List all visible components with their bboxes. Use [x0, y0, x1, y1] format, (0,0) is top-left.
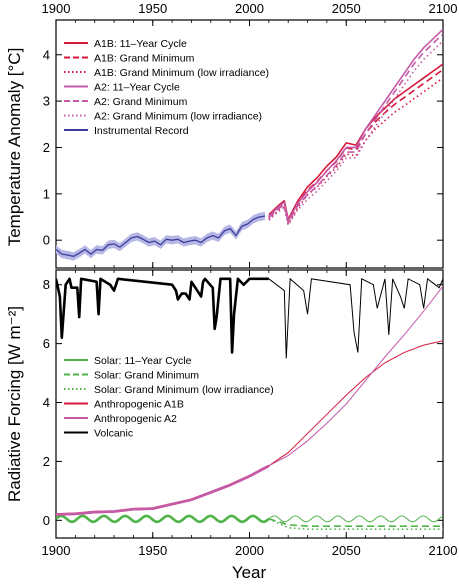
temperature-legend: A1B: 11–Year Cycle A1B: Grand Minimum A1B:…: [64, 38, 269, 137]
y-tick-label: 2: [43, 140, 50, 155]
y-tick-label: 6: [43, 336, 50, 351]
y-tick-label: 3: [43, 94, 50, 109]
instrumental-uncertainty-band: [56, 211, 265, 261]
series-line-5: [56, 277, 269, 354]
series-line-6: [56, 215, 266, 258]
series-line-1: [268, 518, 443, 528]
year-x-axis-label: Year: [232, 563, 267, 582]
forcing-series: [56, 277, 443, 530]
legend-label: A1B: Grand Minimum (low irradiance): [94, 67, 269, 79]
legend-label: Anthropogenic A1B: [94, 398, 184, 410]
legend-label: A2: Grand Minimum: [94, 96, 188, 108]
series-line-4-projection: [268, 285, 443, 467]
temperature-axis-ticks: 1900 1950 2000 2050 2100 0 1 2 3 4: [42, 1, 458, 268]
series-line-1: [268, 68, 443, 222]
x-tick-label: 2100: [429, 1, 458, 16]
temperature-y-axis-label: Temperature Anomaly [°C]: [5, 48, 24, 247]
forcing-y-axis-label: Radiative Forcing [W m⁻²]: [5, 306, 24, 502]
series-line-2: [268, 518, 443, 530]
y-tick-label: 0: [43, 513, 50, 528]
x-tick-label: 2100: [429, 543, 458, 558]
forcing-axis-ticks: 1900 1950 2000 2050 2100 0 2 4 6 8: [42, 270, 458, 558]
y-tick-label: 1: [43, 186, 50, 201]
x-tick-label: 2050: [332, 543, 361, 558]
x-tick-label: 1900: [42, 1, 71, 16]
x-tick-label: 2000: [235, 543, 264, 558]
legend-label: A2: 11–Year Cycle: [94, 81, 180, 93]
legend-label: Anthropogenic A2: [94, 413, 177, 425]
legend-label: Solar: Grand Minimum (low irradiance): [94, 384, 274, 396]
series-line-5: [268, 40, 443, 227]
series-line-solar-cycle: [56, 514, 270, 524]
y-tick-label: 4: [43, 47, 50, 62]
series-line-3: [268, 28, 443, 222]
x-tick-label: 1950: [138, 543, 167, 558]
x-tick-label: 2050: [332, 1, 361, 16]
series-line-solar-cycle-projection: [268, 515, 443, 523]
series-line-3-projection: [268, 340, 443, 467]
x-tick-label: 1950: [138, 1, 167, 16]
y-tick-label: 8: [43, 277, 50, 292]
x-tick-label: 2000: [235, 1, 264, 16]
series-line-4: [268, 33, 443, 224]
x-tick-label: 1900: [42, 543, 71, 558]
legend-label: Solar: 11–Year Cycle: [94, 355, 192, 367]
y-tick-label: 2: [43, 454, 50, 469]
series-line-0: [268, 63, 443, 221]
legend-label: Volcanic: [94, 427, 133, 439]
forcing-panel: 1900 1950 2000 2050 2100 0 2 4 6 8 Solar: 11–Year…: [5, 269, 458, 582]
legend-label: Solar: Grand Minimum: [94, 369, 199, 381]
legend-label: Instrumental Record: [94, 125, 189, 137]
temperature-series: [56, 28, 443, 261]
series-line-2: [268, 77, 443, 225]
series-line-4: [56, 464, 270, 516]
temperature-panel: 1900 1950 2000 2050 2100 0 1 2 3 4 A1B: 11–Year C…: [5, 1, 458, 269]
legend-label: A1B: Grand Minimum: [94, 52, 195, 64]
y-tick-label: 0: [43, 233, 50, 248]
legend-label: A1B: 11–Year Cycle: [94, 38, 187, 50]
series-line-5-projection: [268, 277, 443, 359]
y-tick-label: 4: [43, 395, 50, 410]
forcing-legend: Solar: 11–Year Cycle Solar: Grand Minimum…: [64, 355, 274, 439]
legend-label: A2: Grand Minimum (low irradiance): [94, 110, 262, 122]
